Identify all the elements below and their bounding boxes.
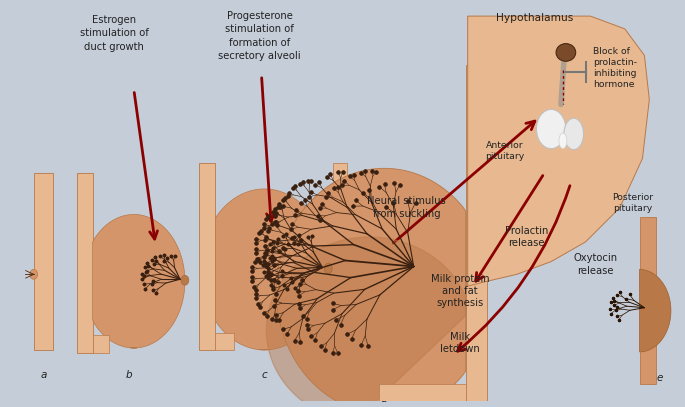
Polygon shape xyxy=(92,335,110,353)
Polygon shape xyxy=(77,173,92,353)
Polygon shape xyxy=(215,333,234,350)
Ellipse shape xyxy=(564,118,584,150)
Polygon shape xyxy=(34,173,53,350)
Text: b: b xyxy=(125,370,132,380)
Text: Hypothalamus: Hypothalamus xyxy=(496,13,573,23)
Polygon shape xyxy=(379,384,466,401)
Text: Oxytocin
release: Oxytocin release xyxy=(573,253,617,276)
Polygon shape xyxy=(276,168,466,407)
Polygon shape xyxy=(215,189,328,350)
Text: Posterior
pituitary: Posterior pituitary xyxy=(612,193,653,213)
Ellipse shape xyxy=(29,269,38,279)
Text: Block of
prolactin-
inhibiting
hormone: Block of prolactin- inhibiting hormone xyxy=(593,47,637,89)
Text: e: e xyxy=(657,372,663,383)
Polygon shape xyxy=(640,269,671,352)
Text: Progesterone
stimulation of
formation of
secretory alveoli: Progesterone stimulation of formation of… xyxy=(219,11,301,61)
Text: Milk protein
and fat
synthesis: Milk protein and fat synthesis xyxy=(430,274,489,309)
Text: Anterior
pituitary: Anterior pituitary xyxy=(486,140,525,161)
Ellipse shape xyxy=(536,109,566,149)
Polygon shape xyxy=(199,163,215,350)
Polygon shape xyxy=(468,16,649,286)
Text: Estrogen
stimulation of
duct growth: Estrogen stimulation of duct growth xyxy=(79,15,149,52)
Ellipse shape xyxy=(324,263,332,274)
Text: a: a xyxy=(40,370,47,380)
Text: Milk
letdown: Milk letdown xyxy=(440,332,480,354)
Ellipse shape xyxy=(559,133,567,149)
Text: Prolactin
release: Prolactin release xyxy=(505,226,548,248)
Ellipse shape xyxy=(181,275,189,285)
Text: c: c xyxy=(262,370,267,380)
Polygon shape xyxy=(92,214,185,348)
Text: Neural stimulus
from suckling: Neural stimulus from suckling xyxy=(367,196,446,219)
Polygon shape xyxy=(466,65,487,401)
Polygon shape xyxy=(640,217,656,384)
Text: d: d xyxy=(381,394,388,404)
Ellipse shape xyxy=(556,44,575,61)
Polygon shape xyxy=(266,237,466,407)
Polygon shape xyxy=(333,163,347,326)
